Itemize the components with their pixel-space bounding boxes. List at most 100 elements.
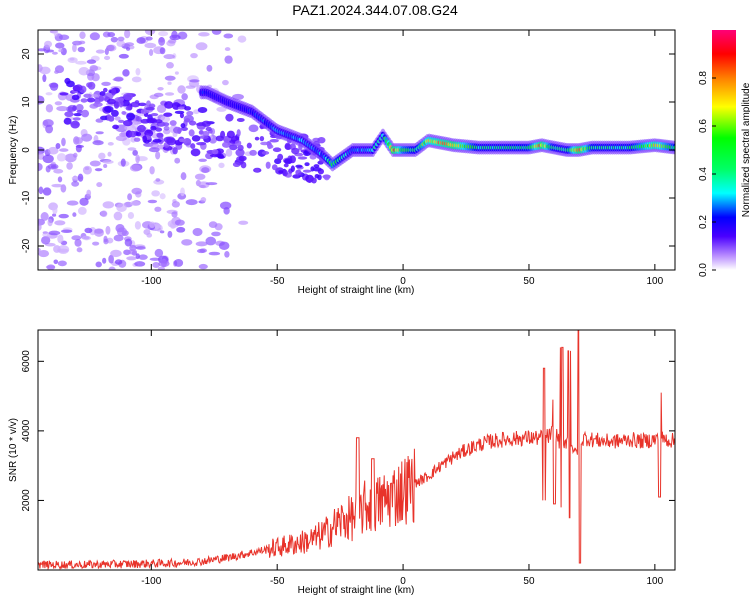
heat-blob-538 — [137, 124, 146, 133]
heat-blob-114 — [58, 34, 70, 41]
heat-blob-612 — [197, 106, 208, 114]
heat-blob-644 — [199, 135, 209, 139]
heat-blob-522 — [302, 169, 312, 173]
heat-blob-269 — [199, 184, 206, 189]
heat-blob-339 — [124, 238, 133, 247]
heat-blob-452 — [64, 111, 74, 118]
heat-blob-385 — [106, 44, 115, 52]
heat-blob-325 — [94, 228, 104, 234]
heat-blob-92 — [118, 53, 129, 59]
heat-blob-141 — [206, 64, 213, 72]
heat-blob-21 — [156, 104, 167, 113]
heat-blob-203 — [86, 59, 97, 64]
top-ytick-label-4: 20 — [21, 48, 32, 60]
heat-blob-210 — [55, 42, 65, 49]
heat-blob-655 — [211, 149, 219, 155]
chart-title: PAZ1.2024.344.07.08.G24 — [292, 2, 458, 18]
heat-blob-311 — [89, 32, 100, 41]
heat-blob-469 — [259, 136, 265, 142]
heat-blob-332 — [157, 87, 164, 91]
heat-blob-47 — [151, 190, 160, 197]
heat-blob-614 — [122, 92, 133, 101]
heat-blob-309 — [219, 201, 232, 210]
heat-blob-475 — [226, 130, 235, 139]
heat-blob-136 — [56, 153, 67, 162]
heat-blob-181 — [155, 224, 163, 232]
heat-blob-227 — [164, 75, 176, 81]
heat-blob-679 — [118, 99, 124, 108]
heat-blob-381 — [42, 119, 54, 127]
heat-blob-577 — [146, 118, 156, 124]
heat-blob-396 — [77, 173, 84, 182]
bottom-ytick-label-1: 4000 — [21, 419, 32, 442]
heat-blob-394 — [47, 146, 59, 155]
heat-blob-28 — [72, 43, 77, 53]
heat-blob-82 — [95, 131, 104, 135]
heat-blob-602 — [134, 100, 140, 104]
heat-blob-600 — [100, 115, 109, 121]
heat-blob-383 — [158, 37, 166, 46]
heat-blob-622 — [314, 174, 320, 179]
heat-blob-605 — [196, 142, 207, 146]
heat-blob-255 — [66, 162, 73, 170]
heat-blob-241 — [211, 30, 222, 35]
colorbar-tick-label-3: 0.6 — [698, 119, 709, 133]
heat-blob-406 — [144, 30, 156, 36]
heat-blob-336 — [67, 57, 78, 63]
heat-blob-417 — [160, 115, 171, 123]
heat-blob-340 — [51, 183, 64, 188]
heat-blob-29 — [113, 211, 123, 221]
heat-blob-674 — [217, 155, 225, 159]
heat-blob-86 — [95, 49, 105, 54]
heat-blob-569 — [81, 109, 90, 118]
heat-blob-552 — [118, 119, 125, 124]
heat-blob-331 — [103, 235, 108, 243]
heat-blob-154 — [145, 36, 153, 41]
heat-blob-323 — [53, 30, 59, 37]
heat-blob-405 — [103, 55, 111, 61]
heat-blob-73 — [237, 35, 247, 43]
heat-blob-395 — [177, 85, 186, 94]
heat-blob-321 — [38, 249, 50, 258]
bottom-x-axis-label: Height of straight line (km) — [298, 585, 415, 596]
heat-blob-291 — [45, 92, 53, 96]
heat-blob-526 — [297, 156, 308, 160]
top-xtick-label-3: 50 — [523, 276, 535, 287]
heat-blob-551 — [102, 87, 108, 93]
top-x-axis-label: Height of straight line (km) — [298, 285, 415, 296]
heat-blob-218 — [223, 33, 234, 39]
heat-blob-479 — [190, 143, 196, 150]
heat-blob-372 — [171, 211, 178, 218]
heat-blob-576 — [59, 92, 69, 96]
heat-blob-333 — [107, 142, 114, 146]
heat-blob-431 — [190, 148, 201, 157]
heat-blob-282 — [154, 206, 162, 212]
heat-blob-361 — [77, 206, 87, 215]
heat-blob-648 — [152, 138, 162, 143]
colorbar: 0.0 0.2 0.4 0.6 0.8 Normalized spectral ampl… — [698, 30, 750, 277]
heat-blob-389 — [57, 245, 70, 254]
heat-blob-150 — [248, 124, 259, 133]
heat-blob-642 — [184, 118, 191, 123]
heat-blob-390 — [38, 64, 43, 72]
heat-blob-137 — [79, 31, 86, 40]
heat-blob-418 — [218, 241, 230, 251]
heat-blob-495 — [164, 101, 174, 109]
heat-blob-641 — [201, 120, 211, 127]
heat-blob-597 — [104, 105, 114, 113]
heat-blob-239 — [195, 241, 208, 247]
bottom-xtick-label-4: 100 — [647, 576, 664, 587]
heat-blob-630 — [189, 120, 197, 126]
heat-blob-603 — [254, 168, 260, 173]
heat-blob-380 — [105, 225, 111, 235]
heat-blob-328 — [201, 167, 210, 174]
heat-blob-118 — [92, 241, 100, 246]
heat-blob-555 — [188, 129, 195, 137]
heat-blob-272 — [47, 218, 53, 227]
heat-blob-278 — [102, 257, 107, 264]
heat-blob-351 — [181, 93, 188, 101]
bottom-xtick-label-1: -50 — [270, 576, 285, 587]
heat-blob-312 — [95, 261, 102, 268]
heat-blob-376 — [159, 230, 165, 234]
heat-blob-364 — [127, 193, 133, 201]
